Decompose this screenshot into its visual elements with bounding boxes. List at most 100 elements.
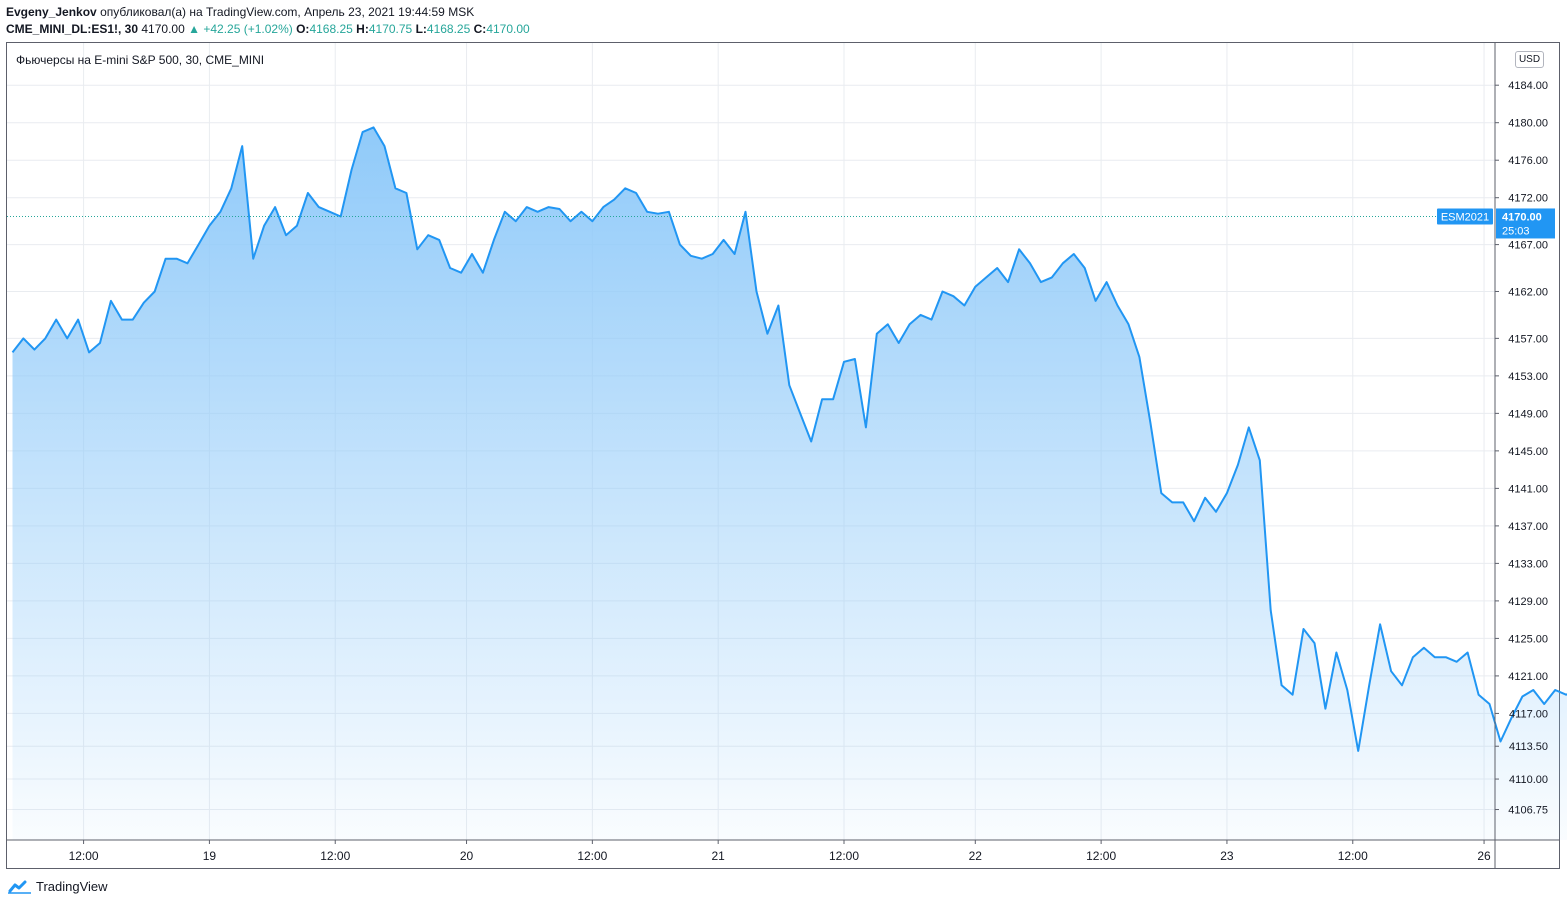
author-name[interactable]: Evgeny_Jenkov <box>6 5 97 19</box>
price-point[interactable] <box>1149 421 1152 424</box>
price-point[interactable] <box>624 187 627 190</box>
price-point[interactable] <box>1543 703 1546 706</box>
price-point[interactable] <box>678 243 681 246</box>
price-point[interactable] <box>295 224 298 227</box>
price-point[interactable] <box>1269 609 1272 612</box>
price-point[interactable] <box>766 332 769 335</box>
currency-button[interactable]: USD <box>1515 51 1544 68</box>
price-point[interactable] <box>99 342 102 345</box>
price-line[interactable] <box>11 126 1567 752</box>
price-point[interactable] <box>306 192 309 195</box>
price-point[interactable] <box>208 224 211 227</box>
price-point[interactable] <box>930 318 933 321</box>
price-point[interactable] <box>153 290 156 293</box>
price-point[interactable] <box>503 210 506 213</box>
price-point[interactable] <box>963 304 966 307</box>
price-point[interactable] <box>1050 276 1053 279</box>
price-point[interactable] <box>1171 501 1174 504</box>
price-point[interactable] <box>1521 695 1524 698</box>
price-point[interactable] <box>1499 740 1502 743</box>
price-point[interactable] <box>1193 520 1196 523</box>
price-point[interactable] <box>1236 463 1239 466</box>
price-point[interactable] <box>285 234 288 237</box>
price-point[interactable] <box>317 206 320 209</box>
price-point[interactable] <box>810 440 813 443</box>
price-point[interactable] <box>1379 623 1382 626</box>
price-point[interactable] <box>657 212 660 215</box>
price-point[interactable] <box>274 206 277 209</box>
price-point[interactable] <box>175 257 178 260</box>
price-point[interactable] <box>405 192 408 195</box>
price-point[interactable] <box>350 168 353 171</box>
price-point[interactable] <box>1346 689 1349 692</box>
price-point[interactable] <box>1182 501 1185 504</box>
price-point[interactable] <box>843 360 846 363</box>
price-point[interactable] <box>974 285 977 288</box>
price-point[interactable] <box>1335 651 1338 654</box>
price-point[interactable] <box>1247 426 1250 429</box>
price-point[interactable] <box>1204 496 1207 499</box>
price-point[interactable] <box>558 208 561 211</box>
price-point[interactable] <box>788 384 791 387</box>
price-point[interactable] <box>1324 707 1327 710</box>
price-point[interactable] <box>1554 689 1557 692</box>
price-point[interactable] <box>1411 656 1414 659</box>
price-point[interactable] <box>1072 253 1075 256</box>
price-point[interactable] <box>109 299 112 302</box>
price-point[interactable] <box>263 224 266 227</box>
price-point[interactable] <box>1357 749 1360 752</box>
price-point[interactable] <box>755 290 758 293</box>
price-point[interactable] <box>1029 262 1032 265</box>
price-point[interactable] <box>471 253 474 256</box>
price-point[interactable] <box>1083 267 1086 270</box>
price-point[interactable] <box>1313 642 1316 645</box>
price-point[interactable] <box>1280 684 1283 687</box>
price-point[interactable] <box>449 267 452 270</box>
price-point[interactable] <box>700 257 703 260</box>
price-point[interactable] <box>11 351 14 354</box>
price-point[interactable] <box>799 412 802 415</box>
price-point[interactable] <box>613 198 616 201</box>
price-point[interactable] <box>635 192 638 195</box>
price-point[interactable] <box>733 253 736 256</box>
price-point[interactable] <box>996 267 999 270</box>
price-point[interactable] <box>186 262 189 265</box>
price-point[interactable] <box>1455 660 1458 663</box>
price-point[interactable] <box>547 206 550 209</box>
price-point[interactable] <box>131 318 134 321</box>
price-point[interactable] <box>1007 281 1010 284</box>
price-point[interactable] <box>481 271 484 274</box>
price-point[interactable] <box>197 243 200 246</box>
price-point[interactable] <box>1401 684 1404 687</box>
price-point[interactable] <box>864 426 867 429</box>
price-point[interactable] <box>230 187 233 190</box>
price-point[interactable] <box>55 318 58 321</box>
time-axis[interactable]: 12:00 19 12:00 20 12:00 21 12:00 22 12:00 23 12:00… <box>7 839 1560 863</box>
price-point[interactable] <box>1258 459 1261 462</box>
price-point[interactable] <box>1444 656 1447 659</box>
price-point[interactable] <box>689 254 692 257</box>
price-point[interactable] <box>711 253 714 256</box>
price-point[interactable] <box>602 206 605 209</box>
price-point[interactable] <box>383 145 386 148</box>
price-point[interactable] <box>361 131 364 134</box>
price-point[interactable] <box>821 398 824 401</box>
price-point[interactable] <box>875 332 878 335</box>
price-point[interactable] <box>985 276 988 279</box>
price-point[interactable] <box>1039 281 1042 284</box>
price-point[interactable] <box>667 210 670 213</box>
price-point[interactable] <box>908 323 911 326</box>
price-point[interactable] <box>580 210 583 213</box>
footer-brand[interactable]: TradingView <box>7 879 108 894</box>
price-point[interactable] <box>525 206 528 209</box>
price-point[interactable] <box>372 126 375 129</box>
price-point[interactable] <box>1105 281 1108 284</box>
price-point[interactable] <box>252 257 255 260</box>
price-point[interactable] <box>427 234 430 237</box>
price-point[interactable] <box>1018 248 1021 251</box>
price-point[interactable] <box>460 271 463 274</box>
price-point[interactable] <box>416 248 419 251</box>
price-point[interactable] <box>438 238 441 241</box>
price-point[interactable] <box>952 295 955 298</box>
